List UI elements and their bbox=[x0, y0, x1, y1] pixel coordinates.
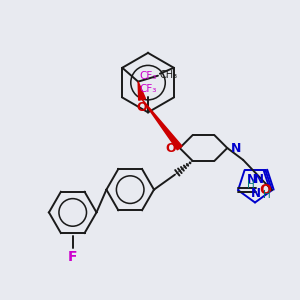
Text: H: H bbox=[263, 190, 271, 200]
Text: F: F bbox=[68, 250, 77, 264]
Polygon shape bbox=[138, 82, 146, 100]
Polygon shape bbox=[142, 100, 182, 150]
Text: CF₃: CF₃ bbox=[139, 83, 157, 94]
Text: N: N bbox=[247, 173, 256, 186]
Text: CH₃: CH₃ bbox=[160, 70, 178, 80]
Text: O: O bbox=[259, 183, 271, 197]
Text: CF₃: CF₃ bbox=[140, 71, 157, 81]
Text: N: N bbox=[254, 173, 263, 186]
Text: H: H bbox=[247, 180, 254, 190]
Text: N: N bbox=[251, 187, 261, 200]
Text: O: O bbox=[165, 142, 176, 154]
Text: O: O bbox=[137, 101, 147, 115]
Text: N: N bbox=[231, 142, 242, 154]
